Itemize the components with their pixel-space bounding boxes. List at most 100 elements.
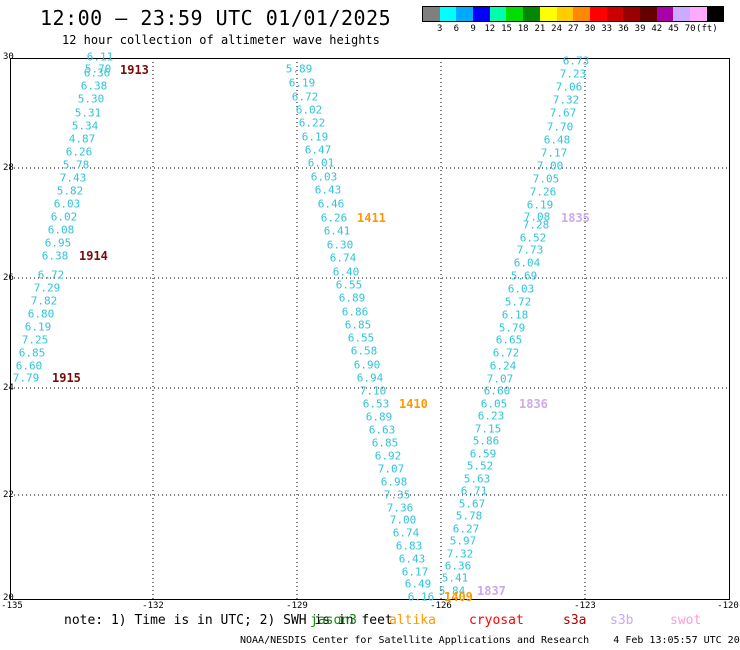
swh-value: 6.89 bbox=[365, 410, 393, 424]
color-scale-labels: 3 6 9 12 15 18 21 24 27 30 33 36 39 42 45 70 (ft) bbox=[422, 22, 724, 36]
swh-value: 7.43 bbox=[59, 171, 87, 185]
lon-label-126: -126 bbox=[430, 601, 452, 611]
swh-value: 7.05 bbox=[532, 172, 560, 186]
swh-value: 6.22 bbox=[298, 116, 326, 130]
swh-value: 6.60 bbox=[15, 359, 43, 373]
color-scale-label: 12 bbox=[484, 24, 496, 34]
color-scale-bar bbox=[422, 6, 725, 22]
legend-cryosat: cryosat bbox=[469, 613, 524, 628]
swh-value: 5.82 bbox=[56, 184, 84, 198]
swh-value: 6.23 bbox=[477, 409, 505, 423]
swh-value: 6.95 bbox=[44, 236, 72, 250]
legend-altika: altika bbox=[389, 613, 436, 628]
swh-value: 7.29 bbox=[33, 281, 61, 295]
swh-value: 6.85 bbox=[18, 346, 46, 360]
color-swatch bbox=[423, 7, 440, 21]
swh-value: 6.92 bbox=[374, 449, 402, 463]
color-scale-label: 18 bbox=[517, 24, 529, 34]
swh-value: 6.05 bbox=[480, 397, 508, 411]
swh-value: 7.17 bbox=[540, 146, 568, 160]
swh-value: 5.52 bbox=[466, 459, 494, 473]
swh-value: 6.02 bbox=[50, 210, 78, 224]
color-swatch bbox=[473, 7, 490, 21]
swh-value: 6.74 bbox=[329, 251, 357, 265]
swh-value: 6.04 bbox=[513, 256, 541, 270]
swh-value: 7.25 bbox=[21, 333, 49, 347]
swh-value: 6.53 bbox=[362, 397, 390, 411]
color-scale-label: 33 bbox=[601, 24, 613, 34]
lon-label-135: -135 bbox=[1, 601, 23, 611]
swh-value: 6.36 bbox=[83, 66, 111, 80]
lat-label-24: 24 bbox=[3, 383, 14, 393]
color-scale: 3 6 9 12 15 18 21 24 27 30 33 36 39 42 45 70 (ft) bbox=[422, 6, 725, 36]
color-swatch bbox=[639, 7, 657, 21]
swh-value: 7.06 bbox=[555, 80, 583, 94]
swh-value: 6.60 bbox=[483, 384, 511, 398]
swh-value: 6.72 bbox=[492, 346, 520, 360]
swh-value: 6.47 bbox=[304, 143, 332, 157]
map-subtitle: 12 hour collection of altimeter wave hei… bbox=[62, 33, 380, 47]
swh-value: 6.90 bbox=[353, 358, 381, 372]
swh-value: 5.69 bbox=[510, 269, 538, 283]
color-scale-label: 6 bbox=[453, 24, 460, 34]
color-swatch bbox=[556, 7, 574, 21]
swh-value: 6.19 bbox=[301, 130, 329, 144]
lon-label-120: -120 bbox=[717, 601, 739, 611]
track-label: 1915 bbox=[52, 371, 81, 385]
note-text: note: 1) Time is in UTC; 2) SWH is in fe… bbox=[64, 613, 393, 628]
swh-value: 5.70 bbox=[84, 62, 112, 76]
color-swatch bbox=[456, 7, 474, 21]
swh-value: 6.38 bbox=[41, 249, 69, 263]
swh-value: 6.74 bbox=[392, 526, 420, 540]
color-swatch bbox=[589, 7, 607, 21]
track-label: 1411 bbox=[357, 211, 386, 225]
swh-value: 6.46 bbox=[317, 197, 345, 211]
swh-value: 6.85 bbox=[371, 436, 399, 450]
swh-value: 6.26 bbox=[320, 211, 348, 225]
swh-value: 6.65 bbox=[495, 333, 523, 347]
color-swatch bbox=[506, 7, 524, 21]
swh-value: 7.08 bbox=[523, 210, 551, 224]
swh-value: 7.26 bbox=[529, 185, 557, 199]
swh-value: 6.02 bbox=[295, 103, 323, 117]
swh-value: 6.08 bbox=[47, 223, 75, 237]
legend-s3b: s3b bbox=[610, 613, 634, 628]
swh-value: 6.36 bbox=[444, 559, 472, 573]
swh-value: 5.41 bbox=[441, 571, 469, 585]
swh-value: 4.87 bbox=[68, 132, 96, 146]
swh-value: 6.59 bbox=[469, 447, 497, 461]
color-scale-label: 45 bbox=[668, 24, 679, 34]
color-swatch bbox=[606, 7, 624, 21]
swh-value: 7.23 bbox=[559, 67, 587, 81]
color-swatch bbox=[623, 7, 640, 21]
swh-value: 7.07 bbox=[486, 372, 514, 386]
swh-value: 6.41 bbox=[323, 224, 351, 238]
map-grid bbox=[10, 58, 730, 600]
swh-value: 5.78 bbox=[455, 509, 483, 523]
swh-value: 7.67 bbox=[549, 106, 577, 120]
swh-value: 6.30 bbox=[326, 238, 354, 252]
color-scale-label: (ft) bbox=[696, 24, 718, 34]
swh-value: 6.94 bbox=[356, 371, 384, 385]
swh-value: 6.71 bbox=[460, 484, 488, 498]
color-scale-label: 24 bbox=[551, 24, 563, 34]
swh-value: 6.43 bbox=[398, 552, 426, 566]
legend-s3a: s3a bbox=[563, 613, 587, 628]
color-swatch bbox=[489, 7, 507, 21]
swh-value: 6.98 bbox=[380, 475, 408, 489]
swh-value: 6.18 bbox=[501, 308, 529, 322]
footer-timestamp: 4 Feb 13:05:57 UTC 2025 bbox=[613, 635, 740, 646]
swh-value: 7.70 bbox=[546, 120, 574, 134]
swh-value: 6.73 bbox=[562, 54, 590, 68]
swh-value: 6.43 bbox=[314, 183, 342, 197]
swh-value: 6.63 bbox=[368, 423, 396, 437]
footer-credit: NOAA/NESDIS Center for Satellite Applica… bbox=[240, 635, 590, 646]
track-label: 1913 bbox=[120, 63, 149, 77]
swh-value: 6.24 bbox=[489, 359, 517, 373]
swh-value: 6.52 bbox=[519, 231, 547, 245]
swh-value: 5.30 bbox=[77, 92, 105, 106]
swh-value: 7.32 bbox=[446, 547, 474, 561]
map-title: 12:00 – 23:59 UTC 01/01/2025 bbox=[40, 6, 392, 30]
swh-value: 5.97 bbox=[449, 534, 477, 548]
